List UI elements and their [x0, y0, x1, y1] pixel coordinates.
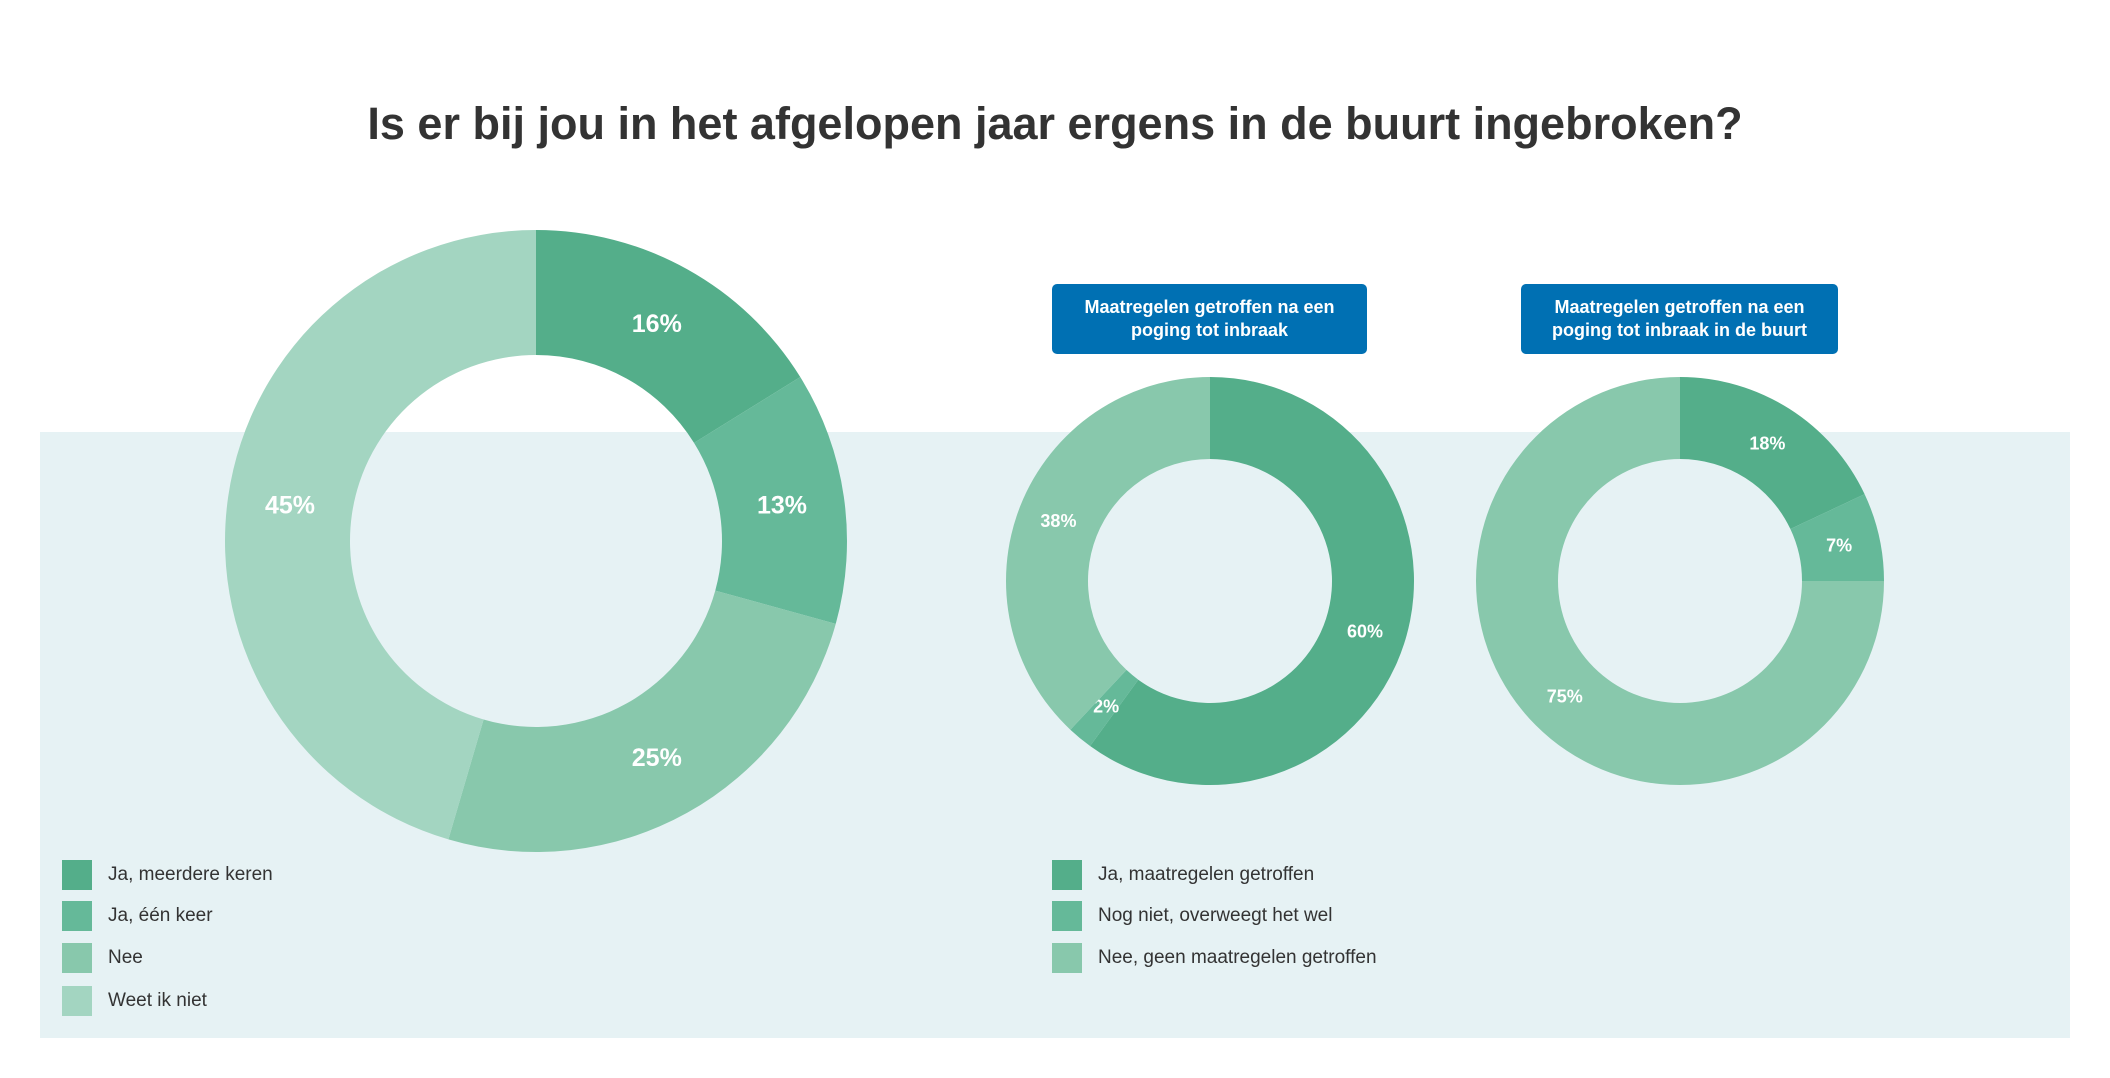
legend-label: Nog niet, overweegt het wel [1098, 905, 1333, 926]
donut2-slice-3 [1006, 377, 1210, 730]
legend-swatch [62, 860, 92, 890]
donut3-slice-1 [1680, 377, 1865, 530]
donut2-slice-1 [1090, 377, 1414, 786]
legend-item: Nog niet, overweegt het wel [1052, 901, 1332, 931]
legend-label: Ja, één keer [108, 905, 213, 926]
donut3-slice-2 [1790, 494, 1884, 581]
legend-item: Ja, meerdere keren [62, 860, 273, 890]
donut2-label-3: 38% [1040, 511, 1076, 531]
donut1-label-4: 45% [265, 492, 315, 520]
legend-swatch [62, 901, 92, 931]
legend-item: Ja, maatregelen getroffen [1052, 860, 1314, 890]
donut3-slice-3 [1476, 377, 1884, 785]
donut3-label-2: 7% [1826, 535, 1852, 555]
donut2-label-1: 60% [1347, 621, 1383, 641]
legend-swatch [62, 943, 92, 973]
donut1-slice-3 [448, 590, 836, 852]
legend-swatch [1052, 901, 1082, 931]
legend-label: Ja, maatregelen getroffen [1098, 864, 1315, 885]
chart-title: Is er bij jou in het afgelopen jaar erge… [367, 98, 1743, 149]
donut3-label-1: 18% [1749, 433, 1785, 453]
legend-label: Nee [108, 947, 143, 968]
legend-item: Ja, één keer [62, 901, 213, 931]
donut1-label-3: 25% [632, 744, 682, 772]
chart3-header: Maatregelen getroffen na een poging tot … [1521, 284, 1838, 354]
legend-label: Ja, meerdere keren [108, 864, 273, 885]
donut3-label-3: 75% [1547, 686, 1583, 706]
legend-item: Weet ik niet [62, 986, 207, 1016]
legend-label: Nee, geen maatregelen getroffen [1098, 947, 1377, 968]
donut1-label-1: 16% [632, 310, 682, 338]
legend-swatch [1052, 943, 1082, 973]
legend-label: Weet ik niet [108, 990, 207, 1011]
legend-swatch [1052, 860, 1082, 890]
donut1-slice-2 [694, 377, 848, 624]
donut1-slice-4 [225, 230, 536, 840]
legend-swatch [62, 986, 92, 1016]
chart2-header: Maatregelen getroffen na een poging tot … [1052, 284, 1367, 354]
donut2-slice-2 [1070, 669, 1139, 747]
donut1-slice-1 [536, 230, 801, 443]
legend-item: Nee, geen maatregelen getroffen [1052, 943, 1377, 973]
donut1-label-2: 13% [757, 492, 807, 520]
donut2-label-2: 2% [1093, 697, 1119, 717]
legend-item: Nee [62, 943, 143, 973]
